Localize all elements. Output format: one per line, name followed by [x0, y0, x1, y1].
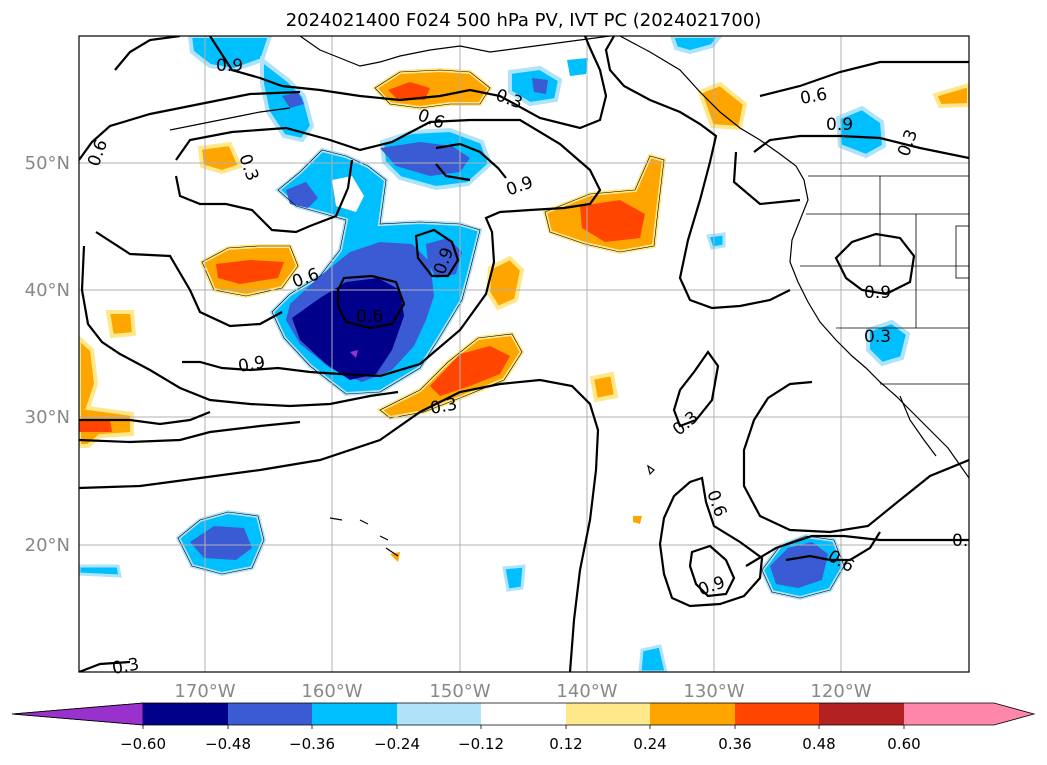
- lon-label: 150°W: [429, 681, 490, 702]
- contour-label: 0.9: [826, 115, 853, 135]
- colorbar-label: −0.60: [120, 735, 166, 753]
- colorbar-label: 0.36: [718, 735, 751, 753]
- colorbar-ticks: [142, 725, 905, 729]
- colorbar-label: 0.12: [549, 735, 582, 753]
- colorbar-label: −0.36: [289, 735, 335, 753]
- contour-label: 0.9: [864, 283, 891, 303]
- colorbar-labels: −0.60 −0.48 −0.36 −0.24 −0.12 0.12 0.24 …: [120, 735, 921, 753]
- contour-label: 0.6: [356, 307, 383, 327]
- map-panel: 0.9 0.3 0.6 0.6 0.3 0.9 0.6 0.9 0.6 0.9 …: [25, 35, 970, 702]
- lat-label: 40°N: [25, 280, 70, 301]
- colorbar-swatch: [312, 703, 397, 725]
- colorbar-swatch: [735, 703, 819, 725]
- lon-label: 160°W: [301, 681, 362, 702]
- colorbar-label: 0.60: [887, 735, 920, 753]
- colorbar-label: −0.48: [205, 735, 251, 753]
- colorbar-swatch: [397, 703, 481, 725]
- longitude-labels: 170°W 160°W 150°W 140°W 130°W 120°W: [174, 681, 871, 702]
- gridlines: [79, 36, 969, 672]
- lon-label: 120°W: [810, 681, 871, 702]
- pv-contours: [79, 36, 969, 672]
- contour-label: 0.: [952, 531, 968, 551]
- colorbar-swatch: [819, 703, 904, 725]
- contour-label: 0.9: [237, 353, 267, 377]
- contour-label: 0.3: [111, 655, 141, 679]
- lon-label: 140°W: [556, 681, 617, 702]
- contour-label: 0.9: [216, 56, 243, 76]
- map-title: 2024021400 F024 500 hPa PV, IVT PC (2024…: [285, 10, 762, 31]
- lat-label: 50°N: [25, 153, 70, 174]
- colorbar-extend-high: [904, 703, 1034, 725]
- colorbar-extend-low: [11, 702, 144, 726]
- colorbar-swatch: [481, 703, 566, 725]
- colorbar-swatch: [143, 703, 228, 725]
- lon-label: 130°W: [683, 681, 744, 702]
- lat-label: 30°N: [25, 407, 70, 428]
- colorbar-label: 0.24: [633, 735, 666, 753]
- contour-label: 0.3: [864, 327, 891, 347]
- colorbar-swatch: [650, 703, 735, 725]
- colorbar-label: 0.48: [802, 735, 835, 753]
- map-frame: [78, 35, 970, 673]
- colorbar-label: −0.24: [374, 735, 420, 753]
- contour-label: 0.3: [429, 395, 459, 419]
- lat-label: 20°N: [25, 535, 70, 556]
- latitude-labels: 50°N 40°N 30°N 20°N: [25, 153, 70, 556]
- lon-label: 170°W: [174, 681, 235, 702]
- borders: [800, 175, 969, 385]
- colorbar: −0.60 −0.48 −0.36 −0.24 −0.12 0.12 0.24 …: [11, 702, 1036, 753]
- coastlines: [169, 36, 969, 557]
- colorbar-swatch: [228, 703, 312, 725]
- colorbar-swatch: [566, 703, 650, 725]
- contour-label: 0.6: [799, 85, 829, 109]
- negative-anomaly-shading: [79, 36, 911, 672]
- colorbar-label: −0.12: [458, 735, 504, 753]
